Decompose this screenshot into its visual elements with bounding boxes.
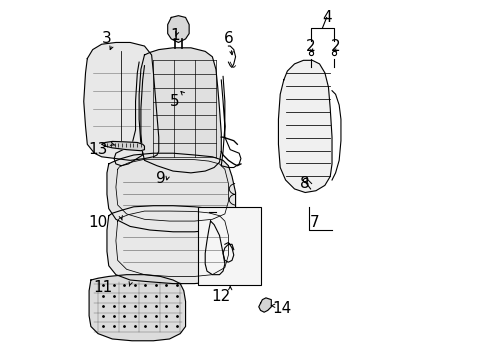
Text: 1: 1: [170, 28, 179, 43]
Text: 8: 8: [300, 176, 309, 191]
Text: 12: 12: [211, 289, 230, 303]
Polygon shape: [107, 153, 235, 232]
Polygon shape: [258, 298, 271, 312]
Text: 4: 4: [321, 10, 331, 25]
Text: 14: 14: [272, 301, 291, 316]
Text: 10: 10: [88, 215, 107, 230]
Bar: [198, 207, 260, 285]
Polygon shape: [167, 16, 189, 42]
Polygon shape: [83, 42, 159, 160]
Polygon shape: [102, 141, 144, 151]
Polygon shape: [278, 60, 331, 193]
Text: 2: 2: [305, 39, 315, 54]
Text: 11: 11: [94, 280, 113, 295]
Polygon shape: [89, 275, 185, 341]
Text: 6: 6: [223, 31, 233, 46]
Polygon shape: [139, 48, 221, 173]
Polygon shape: [107, 206, 235, 284]
Text: 5: 5: [170, 94, 179, 109]
Text: 9: 9: [155, 171, 165, 186]
Text: 7: 7: [309, 215, 318, 230]
Text: 2: 2: [330, 39, 340, 54]
Text: 13: 13: [88, 142, 107, 157]
Text: 3: 3: [102, 31, 112, 46]
